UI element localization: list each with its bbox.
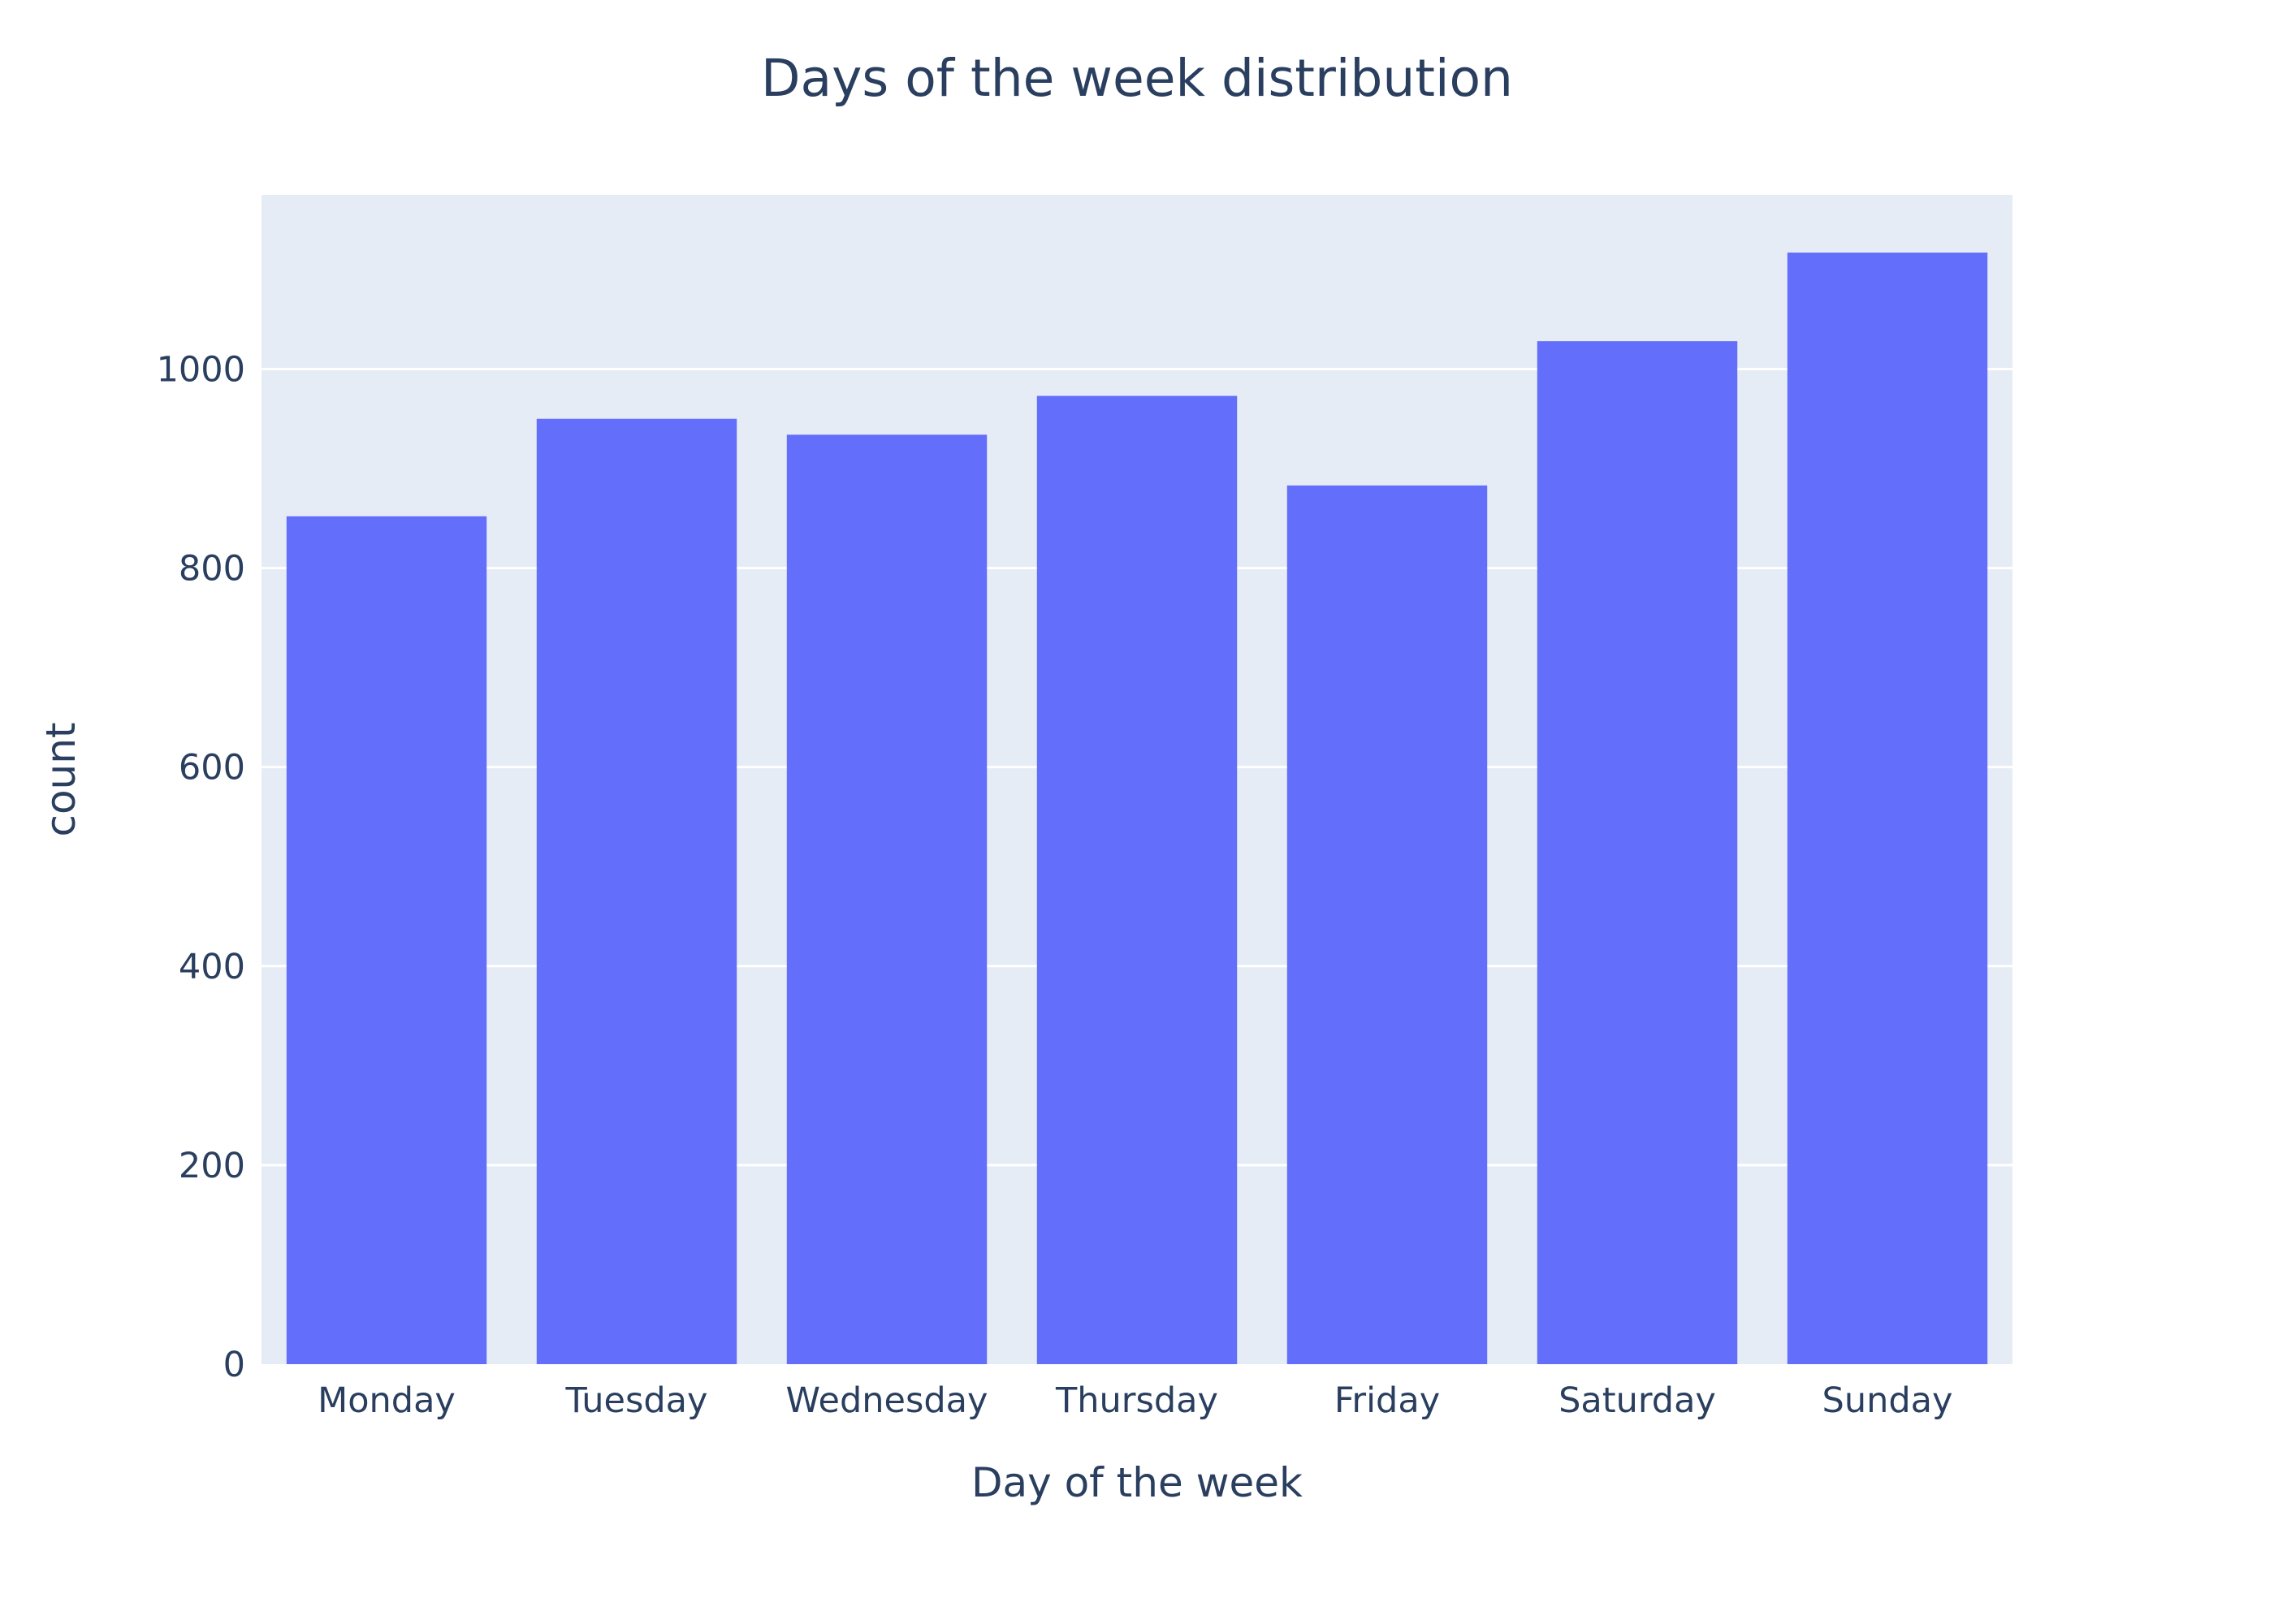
x-tick-label: Monday <box>318 1380 456 1421</box>
y-axis-title: count <box>37 722 84 836</box>
bar-tuesday <box>537 419 737 1364</box>
bars <box>287 253 1987 1364</box>
y-tick-label: 0 <box>223 1345 245 1385</box>
bar-monday <box>287 516 486 1364</box>
y-tick-label: 600 <box>179 748 245 788</box>
x-tick-label: Wednesday <box>786 1380 988 1421</box>
x-axis-title: Day of the week <box>971 1459 1303 1506</box>
x-tick-label: Sunday <box>1822 1380 1953 1421</box>
bar-friday <box>1287 486 1487 1364</box>
bar-sunday <box>1788 253 1987 1364</box>
x-tick-label: Saturday <box>1559 1380 1716 1421</box>
y-tick-label: 1000 <box>157 349 245 390</box>
chart-title: Days of the week distribution <box>761 49 1513 108</box>
y-tick-label: 800 <box>179 549 245 590</box>
y-tick-label: 400 <box>179 947 245 987</box>
x-tick-label: Thursday <box>1055 1380 1218 1421</box>
bar-saturday <box>1537 341 1737 1364</box>
x-tick-label: Friday <box>1334 1380 1440 1421</box>
y-tick-label: 200 <box>179 1146 245 1186</box>
bar-thursday <box>1037 396 1237 1364</box>
bar-wednesday <box>787 434 987 1364</box>
x-tick-label: Tuesday <box>565 1380 708 1421</box>
